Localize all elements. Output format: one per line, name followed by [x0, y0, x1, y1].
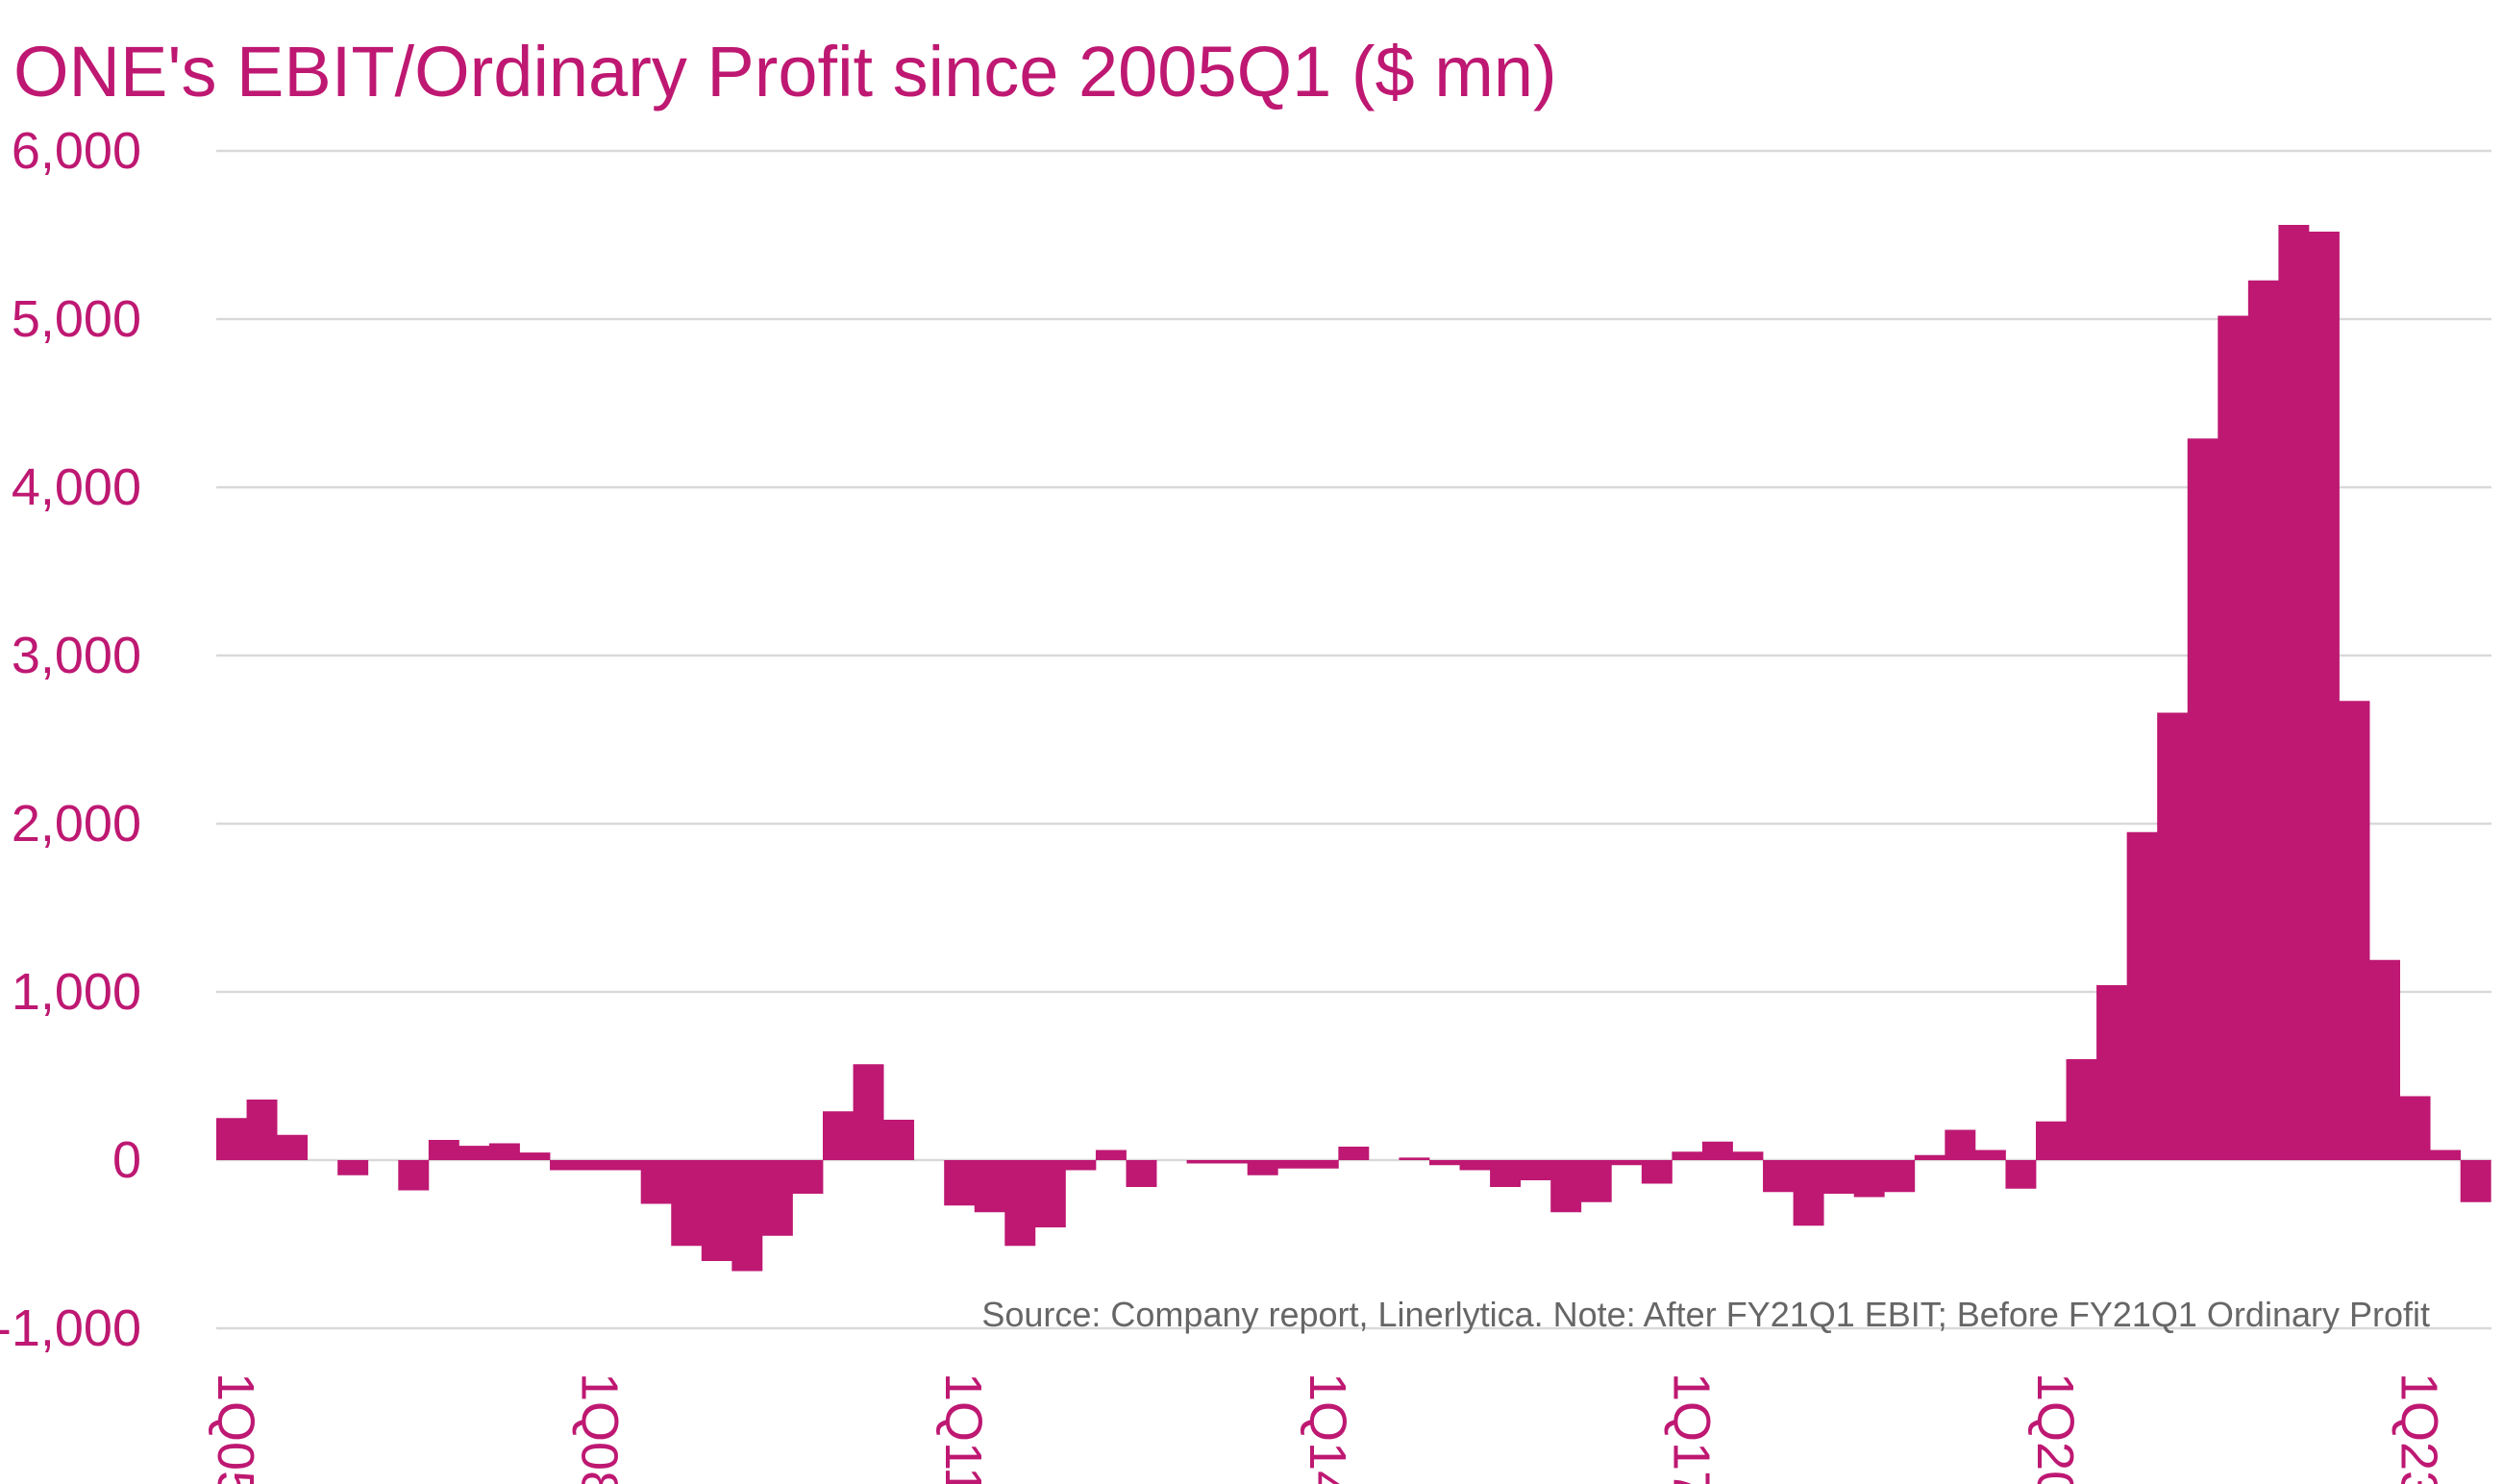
bar-2010Q2: [853, 1064, 884, 1160]
bar-2020Q4: [2126, 831, 2158, 1160]
bar-2012Q3: [1126, 1160, 1157, 1187]
x-axis-ticks: 1Q05 1Q08 1Q11 1Q14 1Q17 1Q20 1Q23: [207, 1373, 2448, 1484]
bar-2015Q4: [1520, 1160, 1551, 1180]
y-tick-label: 2,000: [12, 795, 141, 853]
bar-2015Q1: [1429, 1160, 1460, 1166]
bar-2011Q4: [1034, 1160, 1066, 1227]
bar-2008Q3: [640, 1160, 672, 1204]
x-tick-label: 1Q20: [2026, 1373, 2084, 1484]
bar-2018Q4: [1884, 1160, 1916, 1193]
y-tick-label: 3,000: [12, 627, 141, 684]
bar-2013Q3: [1247, 1160, 1278, 1175]
x-tick-label: 1Q11: [934, 1373, 992, 1484]
bar-2022Q3: [2339, 701, 2370, 1160]
bar-2022Q4: [2369, 959, 2400, 1160]
x-tick-label: 1Q05: [207, 1373, 264, 1484]
bar-2008Q2: [610, 1160, 642, 1171]
bar-2017Q2: [1701, 1141, 1733, 1160]
bar-2010Q1: [823, 1111, 854, 1160]
bar-2016Q3: [1611, 1160, 1643, 1166]
bar-2020Q1: [2036, 1121, 2067, 1160]
source-note: Source: Company report, Linerlytica. Not…: [981, 1295, 2430, 1334]
bar-2023Q1: [2399, 1096, 2431, 1160]
bar-2018Q2: [1823, 1160, 1855, 1194]
bar-2012Q2: [1095, 1150, 1127, 1160]
y-tick-label: -1,000: [0, 1299, 141, 1357]
bar-2014Q1: [1307, 1160, 1339, 1169]
bar-2011Q1: [944, 1160, 976, 1206]
bar-2010Q3: [883, 1120, 915, 1160]
bar-2022Q2: [2308, 232, 2340, 1160]
bar-2007Q2: [488, 1143, 520, 1160]
x-tick-label: 1Q17: [1662, 1373, 1720, 1484]
y-tick-label: 4,000: [12, 458, 141, 516]
bar-2008Q4: [671, 1160, 703, 1247]
bar-2009Q4: [792, 1160, 824, 1194]
chart-title: ONE's EBIT/Ordinary Profit since 2005Q1 …: [13, 32, 1557, 111]
bar-2020Q2: [2066, 1059, 2097, 1160]
bar-2019Q1: [1914, 1154, 1945, 1160]
bar-2005Q1: [216, 1118, 247, 1160]
bar-2017Q1: [1672, 1151, 1703, 1160]
bar-2016Q4: [1641, 1160, 1673, 1184]
bar-2009Q1: [701, 1160, 732, 1261]
bar-2013Q2: [1217, 1160, 1249, 1164]
bar-2021Q1: [2157, 712, 2189, 1160]
bar-2009Q3: [761, 1160, 793, 1236]
bar-2006Q3: [398, 1160, 430, 1191]
bar-2007Q3: [519, 1152, 551, 1160]
bar-2007Q1: [458, 1146, 490, 1160]
bar-2011Q3: [1004, 1160, 1036, 1247]
y-tick-label: 5,000: [12, 290, 141, 348]
bar-2018Q3: [1853, 1160, 1885, 1198]
y-tick-label: 1,000: [12, 963, 141, 1021]
bar-2023Q3: [2460, 1160, 2491, 1202]
y-axis-ticks: -1,000 0 1,000 2,000 3,000 4,000 5,000 6,000: [0, 122, 141, 1357]
bar-2016Q1: [1550, 1160, 1582, 1213]
bar-2014Q2: [1338, 1147, 1370, 1160]
bar-2019Q3: [1974, 1150, 2006, 1160]
bar-2014Q4: [1399, 1157, 1430, 1160]
bars: [216, 225, 2491, 1272]
bar-2017Q3: [1732, 1151, 1764, 1160]
bar-2011Q2: [974, 1160, 1005, 1213]
bar-2005Q2: [246, 1100, 278, 1160]
bar-2013Q4: [1277, 1160, 1309, 1169]
bar-2019Q4: [2005, 1160, 2037, 1189]
bar-2013Q1: [1186, 1160, 1218, 1164]
bar-2012Q1: [1065, 1160, 1097, 1171]
bar-2015Q3: [1490, 1160, 1522, 1187]
bar-2005Q3: [277, 1134, 309, 1160]
bar-2006Q4: [428, 1140, 459, 1160]
bar-2016Q2: [1580, 1160, 1612, 1202]
x-tick-label: 1Q23: [2391, 1373, 2448, 1484]
bar-2008Q1: [580, 1160, 611, 1171]
bar-2020Q3: [2096, 985, 2128, 1160]
bar-2022Q1: [2278, 225, 2310, 1160]
bar-2019Q2: [1945, 1129, 1976, 1160]
x-tick-label: 1Q08: [571, 1373, 629, 1484]
bar-2006Q1: [337, 1160, 369, 1175]
bar-2023Q2: [2430, 1150, 2462, 1160]
y-tick-label: 0: [112, 1131, 141, 1189]
bar-2015Q2: [1459, 1160, 1491, 1171]
bar-2021Q3: [2218, 315, 2249, 1160]
bar-2009Q2: [731, 1160, 763, 1272]
bar-2017Q4: [1763, 1160, 1794, 1193]
bar-2018Q1: [1793, 1160, 1824, 1226]
bar-2021Q4: [2247, 280, 2279, 1160]
y-tick-label: 6,000: [12, 122, 141, 180]
bar-2007Q4: [550, 1160, 581, 1171]
bar-2021Q2: [2187, 438, 2218, 1160]
x-tick-label: 1Q14: [1299, 1373, 1356, 1484]
